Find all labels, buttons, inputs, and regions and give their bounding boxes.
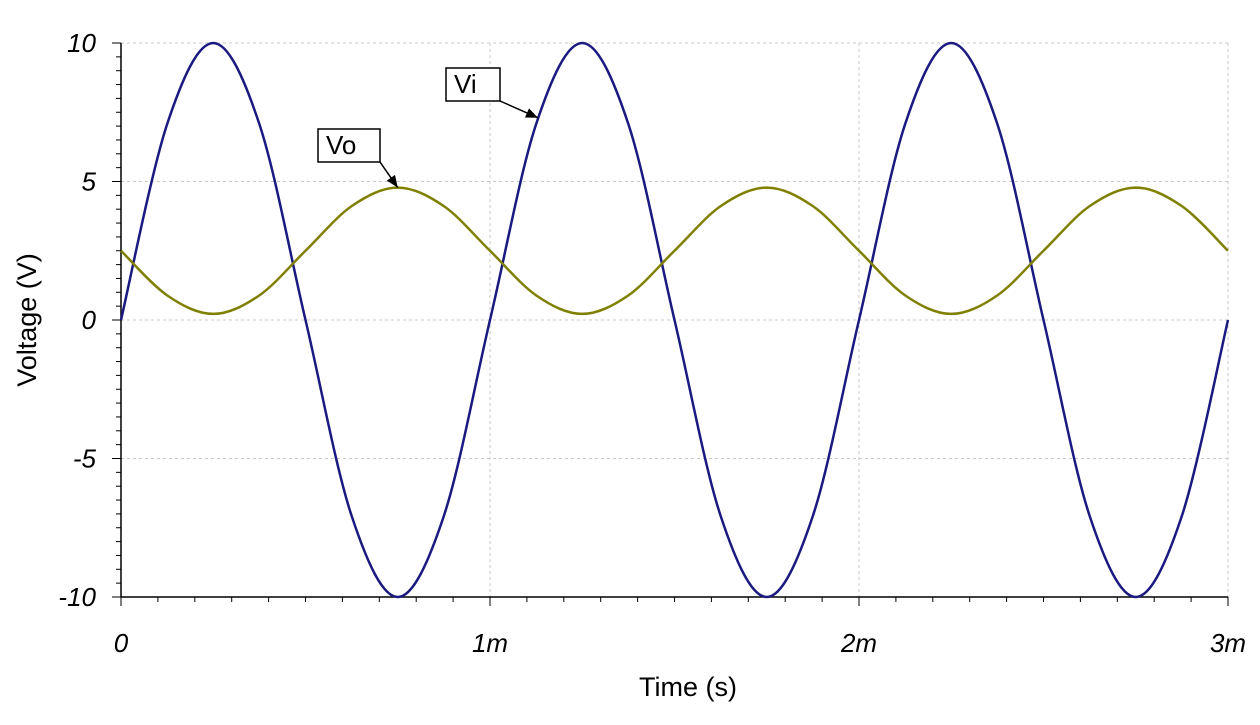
callout-box-vi [445, 67, 501, 102]
callout-vi: Vi [445, 67, 539, 119]
y-tick-label-4: -10 [58, 582, 96, 612]
y-tick-label-0: 10 [67, 28, 96, 58]
callout-label-vi: Vi [454, 69, 477, 99]
callout-box-vo [317, 128, 381, 163]
x-tick-label-1: 1m [472, 628, 508, 658]
callout-arrowhead-vi [524, 108, 538, 118]
x-tick-label-3: 3m [1210, 628, 1246, 658]
y-axis-title: Voltage (V) [12, 253, 42, 387]
x-tick-label-0: 0 [114, 628, 129, 658]
callout-vo: Vo [317, 128, 399, 189]
y-tick-label-1: 5 [82, 167, 97, 197]
series-lines [119, 41, 1230, 599]
series-line-vo [120, 186, 1229, 316]
minor-tick-marks [112, 42, 1229, 606]
series-line-vi [119, 41, 1230, 599]
x-axis-title: Time (s) [639, 672, 737, 702]
y-tick-label-3: -5 [73, 444, 97, 474]
tick-labels: 0 1m 2m 3m 10 5 0 -5 -10 [58, 28, 1246, 658]
x-tick-label-2: 2m [840, 628, 877, 658]
callout-arrowhead-vo [386, 174, 398, 188]
callout-label-vo: Vo [326, 130, 356, 160]
y-tick-label-2: 0 [82, 305, 97, 335]
series-callouts: Vi Vo [317, 67, 539, 189]
